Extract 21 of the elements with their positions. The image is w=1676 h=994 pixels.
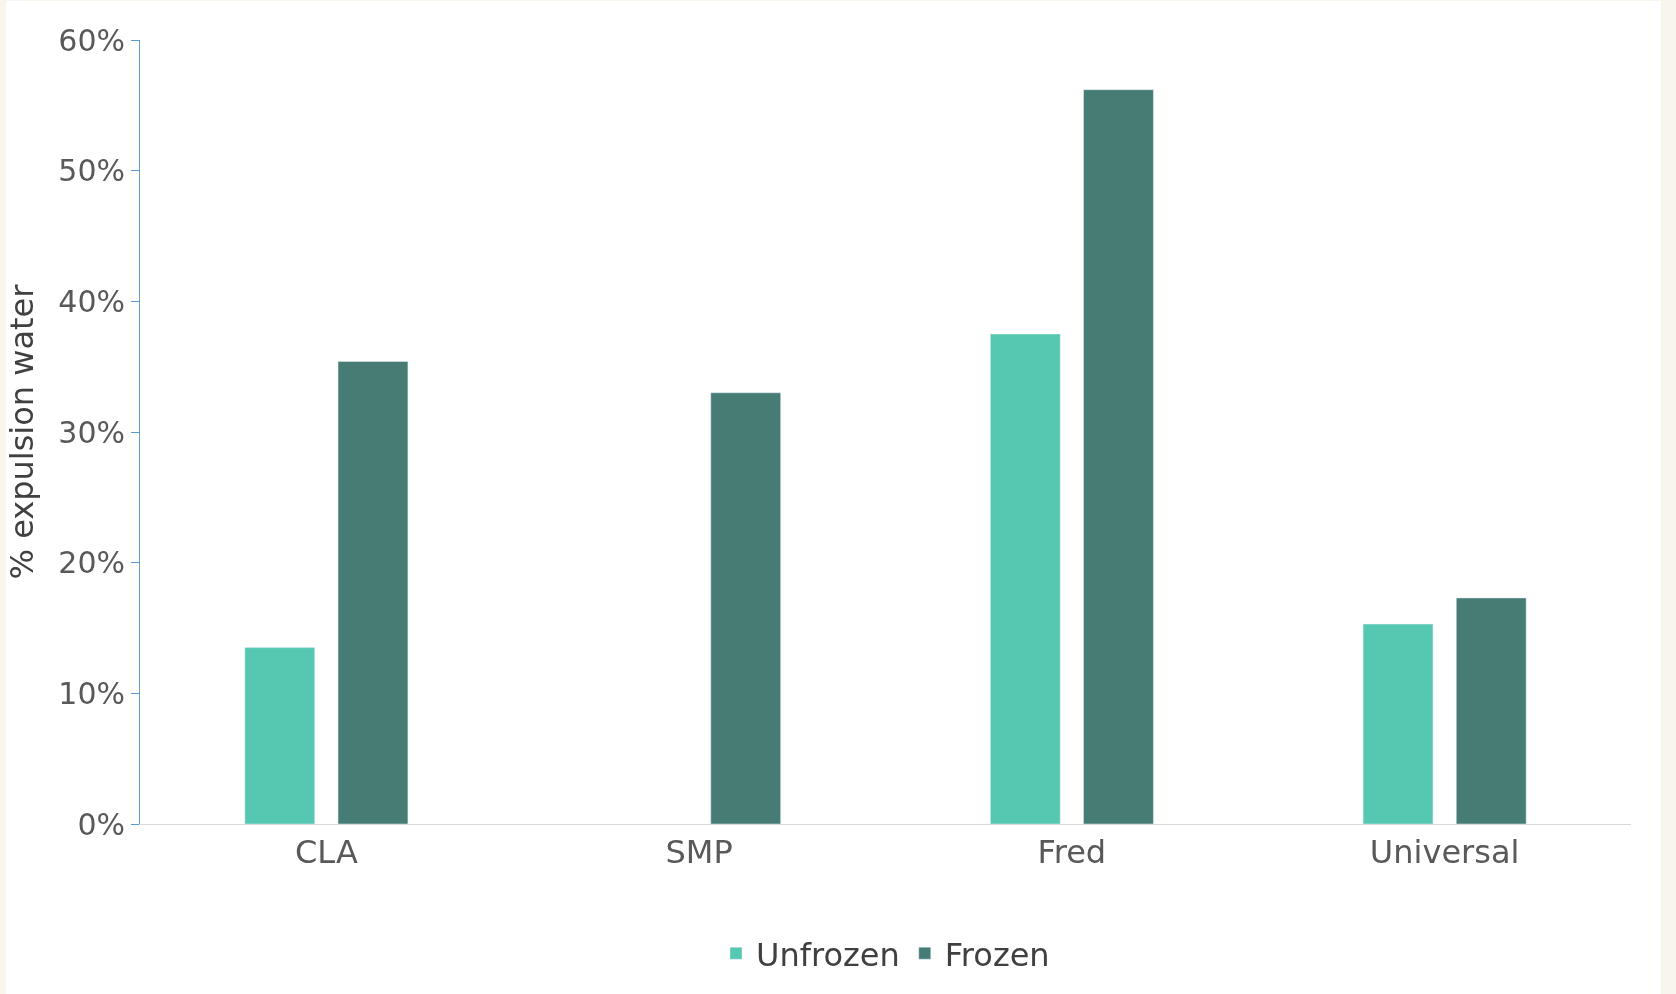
y-tick-label: 0% [77, 806, 125, 842]
bar [1456, 597, 1527, 824]
x-tick-label: Fred [1037, 833, 1107, 872]
x-tick-label: Universal [1369, 833, 1520, 872]
y-tick-label: 10% [58, 675, 125, 711]
y-axis-title: % expulsion water [2, 283, 41, 580]
bar [710, 392, 781, 824]
bar [990, 333, 1061, 824]
y-tick-label: 20% [58, 545, 125, 581]
bar [1083, 89, 1154, 824]
x-tick-label: CLA [294, 833, 358, 872]
y-tick-label: 30% [58, 414, 125, 450]
x-tick-label: SMP [665, 833, 733, 872]
legend-label: Unfrozen [756, 935, 900, 974]
y-tick-label: 50% [58, 153, 125, 189]
y-tick-label: 40% [58, 283, 125, 319]
bar [244, 647, 315, 824]
bar [337, 361, 409, 824]
y-tick-label: 60% [58, 22, 125, 58]
bar [1362, 623, 1434, 824]
legend-label: Frozen [944, 935, 1050, 974]
